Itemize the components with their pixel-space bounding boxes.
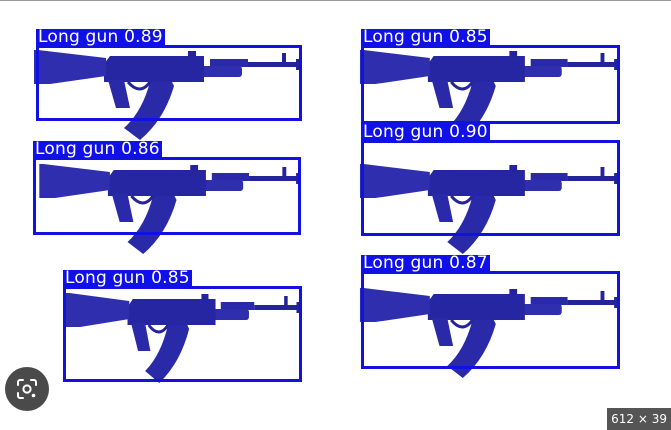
detection-box-5	[63, 286, 302, 382]
lens-search-button[interactable]	[5, 367, 49, 411]
detection-label-3: Long gun 0.86	[33, 141, 162, 158]
detection-score-4: 0.90	[449, 122, 488, 142]
detection-box-3	[33, 157, 301, 235]
detection-box-1	[36, 45, 302, 121]
top-border	[0, 0, 671, 1]
detection-class-5: Long gun	[65, 268, 146, 288]
detection-box-4	[361, 140, 620, 236]
detection-label-2: Long gun 0.85	[361, 29, 490, 46]
detection-class-2: Long gun	[363, 27, 444, 47]
image-dimensions-badge: 612 × 39	[607, 408, 671, 430]
detection-class-1: Long gun	[38, 27, 119, 47]
detection-label-6: Long gun 0.87	[361, 255, 490, 272]
detection-score-3: 0.86	[121, 139, 160, 159]
detection-score-1: 0.89	[124, 27, 163, 47]
detection-class-4: Long gun	[363, 122, 444, 142]
detection-score-5: 0.85	[151, 268, 190, 288]
lens-search-icon	[17, 379, 37, 399]
detection-box-6	[361, 271, 620, 369]
detection-class-3: Long gun	[35, 139, 116, 159]
detection-class-6: Long gun	[363, 253, 444, 273]
detection-score-6: 0.87	[449, 253, 488, 273]
detection-box-2	[361, 45, 620, 124]
detection-score-2: 0.85	[449, 27, 488, 47]
detection-label-1: Long gun 0.89	[36, 29, 165, 46]
detection-label-5: Long gun 0.85	[63, 270, 192, 287]
detection-label-4: Long gun 0.90	[361, 124, 490, 141]
